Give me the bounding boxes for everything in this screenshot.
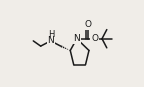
Text: H: H bbox=[48, 30, 54, 39]
Text: N: N bbox=[47, 36, 54, 45]
Text: N: N bbox=[73, 34, 80, 43]
Text: O: O bbox=[91, 34, 98, 43]
Text: O: O bbox=[84, 20, 91, 29]
